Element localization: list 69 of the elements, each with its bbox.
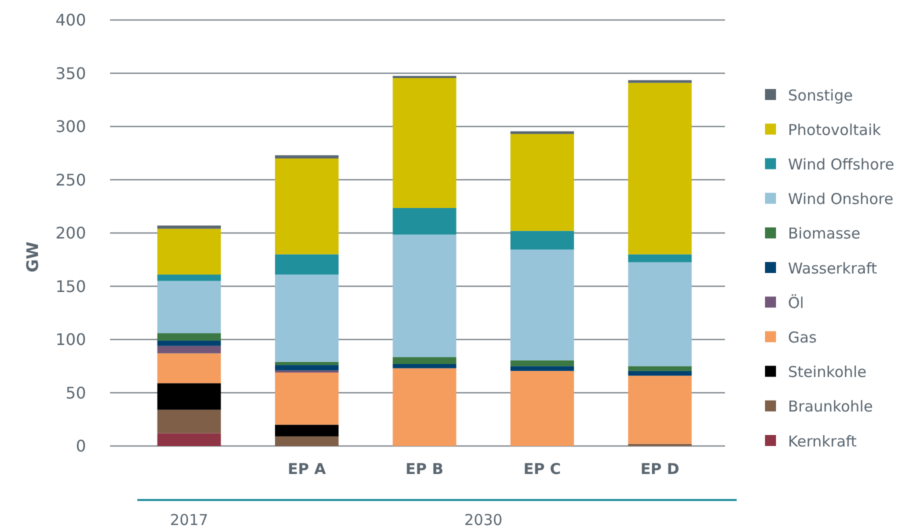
legend-label: Biomasse <box>788 224 860 243</box>
bar <box>392 76 456 78</box>
bar <box>157 228 221 275</box>
y-axis-title: GW <box>23 241 42 272</box>
legend-label: Wind Offshore <box>788 155 894 174</box>
y-tick-label: 200 <box>55 224 86 243</box>
text: 2017 <box>170 511 208 529</box>
bar <box>392 364 456 368</box>
bar <box>510 131 574 134</box>
bar <box>275 370 339 373</box>
bar <box>157 383 221 410</box>
bar <box>628 370 692 376</box>
bar <box>275 372 339 425</box>
bar <box>157 433 221 446</box>
bar <box>157 410 221 434</box>
bar <box>628 254 692 262</box>
bar <box>628 376 692 444</box>
legend-label: Kernkraft <box>788 432 857 450</box>
bar <box>275 155 339 158</box>
text: 2030 <box>464 511 502 529</box>
bar <box>392 368 456 446</box>
bar <box>392 78 456 208</box>
bar <box>510 134 574 231</box>
y-tick-label: 350 <box>55 64 86 83</box>
y-tick-label: 250 <box>55 170 86 190</box>
bar <box>157 274 221 281</box>
legend-label: Öl <box>788 294 804 312</box>
bar <box>510 230 574 250</box>
bar <box>157 346 221 354</box>
bar <box>628 82 692 254</box>
legend-label: Photovoltaik <box>788 120 882 139</box>
legend-label: Gas <box>788 328 817 346</box>
bar <box>510 370 574 446</box>
bar <box>275 254 339 275</box>
bar <box>157 353 221 384</box>
bar <box>392 208 456 235</box>
bar <box>157 280 221 334</box>
bar <box>392 357 456 364</box>
legend-label: Sonstige <box>788 86 853 104</box>
legend-label: Wind Onshore <box>788 190 894 208</box>
y-tick-label: 0 <box>76 436 86 456</box>
bar <box>157 333 221 341</box>
x-tick-label: EP B <box>406 460 444 478</box>
bar <box>275 274 339 362</box>
y-tick-label: 400 <box>55 10 86 30</box>
legend-label: Braunkohle <box>788 398 873 416</box>
legend-label: Wasserkraft <box>788 259 878 278</box>
bar <box>275 362 339 366</box>
y-tick-label: 100 <box>55 330 86 350</box>
y-tick-label: 50 <box>66 383 86 402</box>
bar <box>628 262 692 366</box>
bar <box>628 80 692 83</box>
bar <box>628 366 692 371</box>
bar <box>157 340 221 346</box>
bar <box>275 365 339 370</box>
bar <box>510 250 574 360</box>
bar <box>157 226 221 229</box>
x-tick-label: EP A <box>288 460 326 478</box>
x-tick-label: EP D <box>640 460 680 478</box>
y-tick-label: 300 <box>55 117 86 136</box>
bar <box>392 234 456 358</box>
legend-label: Steinkohle <box>788 363 867 382</box>
bar <box>275 436 339 446</box>
bar <box>510 366 574 371</box>
x-tick-label: EP C <box>523 460 561 478</box>
y-tick-label: 150 <box>55 276 86 296</box>
bar <box>510 360 574 366</box>
bar <box>275 424 339 436</box>
bar <box>275 158 339 254</box>
